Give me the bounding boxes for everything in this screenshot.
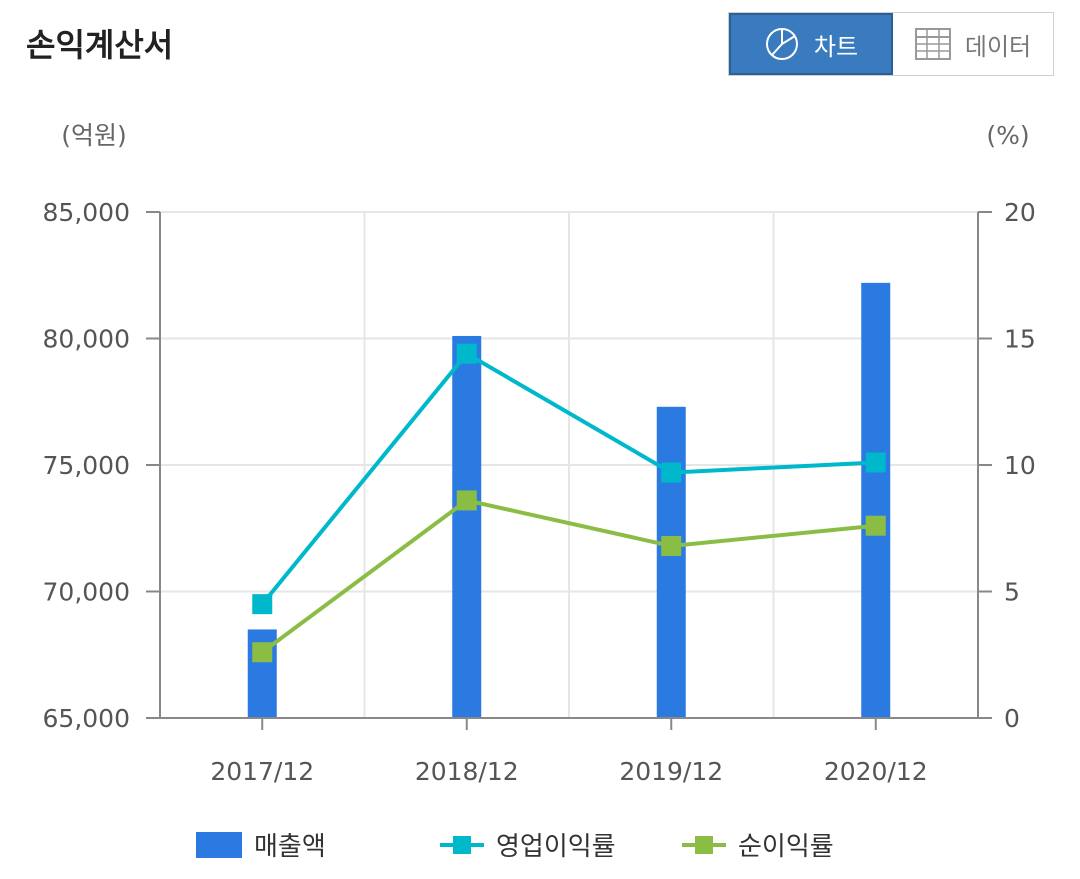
data-view-label: 데이터 — [964, 32, 1032, 61]
legend-swatch-line — [682, 835, 726, 854]
y-right-tick-label: 5 — [1004, 578, 1020, 607]
legend-item[interactable]: 매출액 — [196, 826, 326, 863]
legend-label: 매출액 — [254, 832, 326, 862]
y-right-axis-label: (%) — [986, 121, 1029, 150]
page-title: 손익계산서 — [26, 26, 174, 64]
view-toggle: 차트 데이터 — [728, 12, 1054, 76]
y-left-tick-label: 70,000 — [43, 578, 130, 607]
point-순이익률-2020/12 — [865, 515, 886, 536]
legend-label: 순이익률 — [738, 832, 834, 862]
point-영업이익률-2020/12 — [865, 452, 886, 473]
table-icon — [914, 28, 951, 60]
y-left-tick-label: 85,000 — [43, 198, 130, 227]
series-line-순이익률 — [261, 498, 876, 654]
y-left-tick-label: 65,000 — [43, 704, 130, 733]
point-순이익률-2019/12 — [661, 535, 682, 556]
chart-view-button[interactable]: 차트 — [729, 13, 893, 75]
point-영업이익률-2019/12 — [661, 462, 682, 483]
legend-label: 영업이익률 — [496, 832, 616, 862]
bar-2019/12 — [656, 406, 686, 718]
x-tick-label: 2020/12 — [824, 757, 928, 786]
legend-item[interactable]: 영업이익률 — [440, 826, 616, 863]
y-right-tick-label: 10 — [1004, 451, 1036, 480]
pie-chart-icon — [764, 26, 800, 62]
y-right-tick-label: 15 — [1004, 325, 1036, 354]
point-순이익률-2018/12 — [456, 490, 477, 511]
legend-swatch-line — [440, 835, 484, 854]
bar-2018/12 — [452, 335, 482, 718]
point-순이익률-2017/12 — [252, 642, 273, 663]
y-left-tick-label: 75,000 — [43, 451, 130, 480]
y-right-tick-label: 20 — [1004, 198, 1036, 227]
x-tick-label: 2017/12 — [210, 757, 314, 786]
bar-2020/12 — [861, 282, 891, 718]
point-영업이익률-2018/12 — [456, 343, 477, 364]
x-tick-label: 2019/12 — [619, 757, 723, 786]
data-view-button[interactable]: 데이터 — [893, 13, 1053, 75]
x-tick-label: 2018/12 — [415, 757, 519, 786]
y-left-axis-label: (억원) — [61, 121, 127, 150]
legend: 매출액 영업이익률 순이익률 — [0, 826, 1080, 866]
y-left-tick-label: 80,000 — [43, 325, 130, 354]
chart-view-label: 차트 — [813, 32, 859, 61]
series-line-영업이익률 — [260, 351, 876, 606]
y-right-tick-label: 0 — [1004, 704, 1020, 733]
point-영업이익률-2017/12 — [252, 594, 273, 615]
legend-item[interactable]: 순이익률 — [682, 826, 834, 863]
legend-swatch-bar — [196, 831, 242, 858]
